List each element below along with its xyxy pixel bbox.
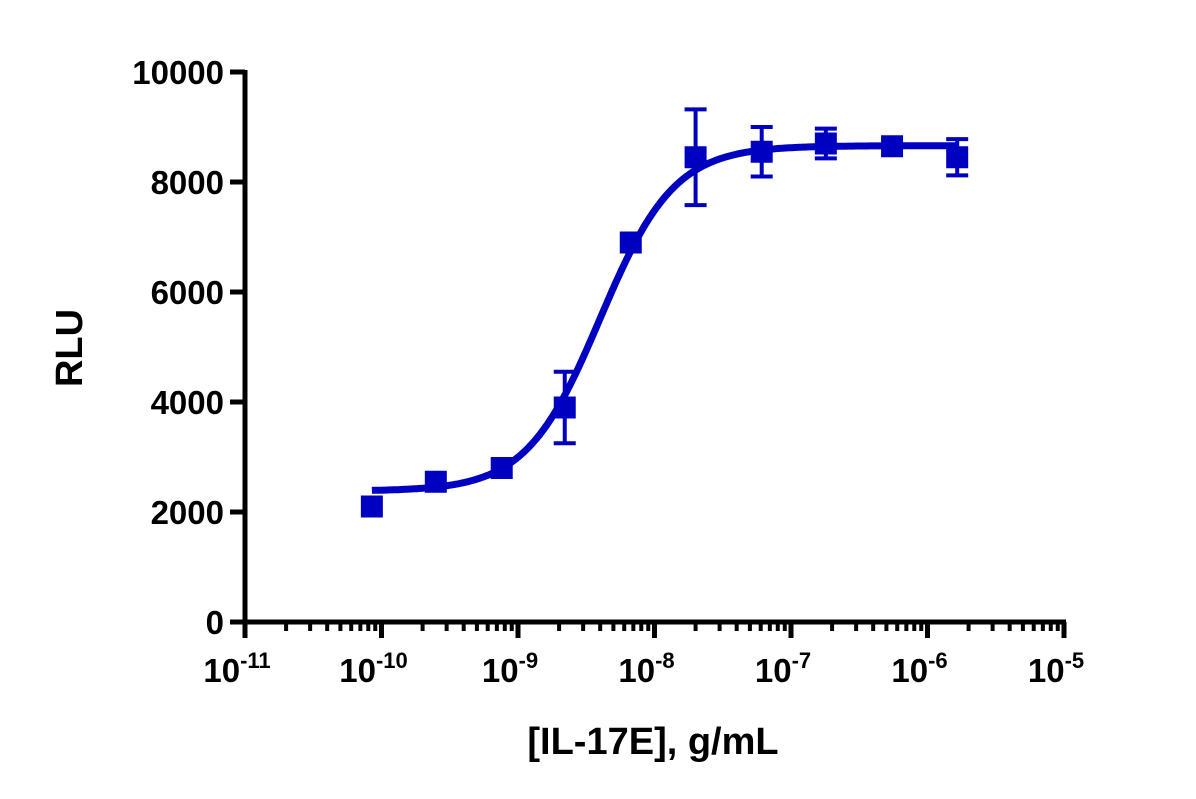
data-point-square <box>881 135 904 158</box>
y-axis-ticks: 0 2000 4000 6000 8000 10000 <box>132 54 245 641</box>
y-tick-label: 8000 <box>151 164 224 201</box>
data-point-square <box>684 146 707 169</box>
data-point-square <box>814 132 837 155</box>
data-points <box>360 107 969 518</box>
x-axis-ticks: 10-11 10-10 10-9 10-8 10-7 10-6 10-5 <box>203 622 1084 689</box>
y-tick-label: 6000 <box>151 274 224 311</box>
y-tick-label: 2000 <box>151 494 224 531</box>
x-tick-label: 10-5 <box>1028 648 1084 689</box>
y-tick-label: 0 <box>206 604 224 641</box>
axes <box>242 70 1066 638</box>
data-point-square <box>553 396 576 419</box>
x-tick-label: 10-11 <box>203 648 270 689</box>
data-point-square <box>750 140 773 163</box>
x-tick-label: 10-6 <box>891 648 947 689</box>
x-tick-label: 10-8 <box>618 648 674 689</box>
y-tick-label: 10000 <box>132 54 224 91</box>
data-point-square <box>424 470 447 493</box>
x-tick-label: 10-7 <box>755 648 811 689</box>
y-tick-label: 4000 <box>151 384 224 421</box>
data-point-square <box>360 495 383 518</box>
fit-curve <box>371 142 958 494</box>
y-axis-title: RLU <box>49 309 91 387</box>
x-axis-title: [IL-17E], g/mL <box>527 721 778 763</box>
x-tick-label: 10-10 <box>339 648 408 689</box>
data-point-square <box>490 457 513 479</box>
data-point-square <box>946 146 969 169</box>
x-tick-label: 10-9 <box>482 648 538 689</box>
data-point-square <box>619 231 642 254</box>
